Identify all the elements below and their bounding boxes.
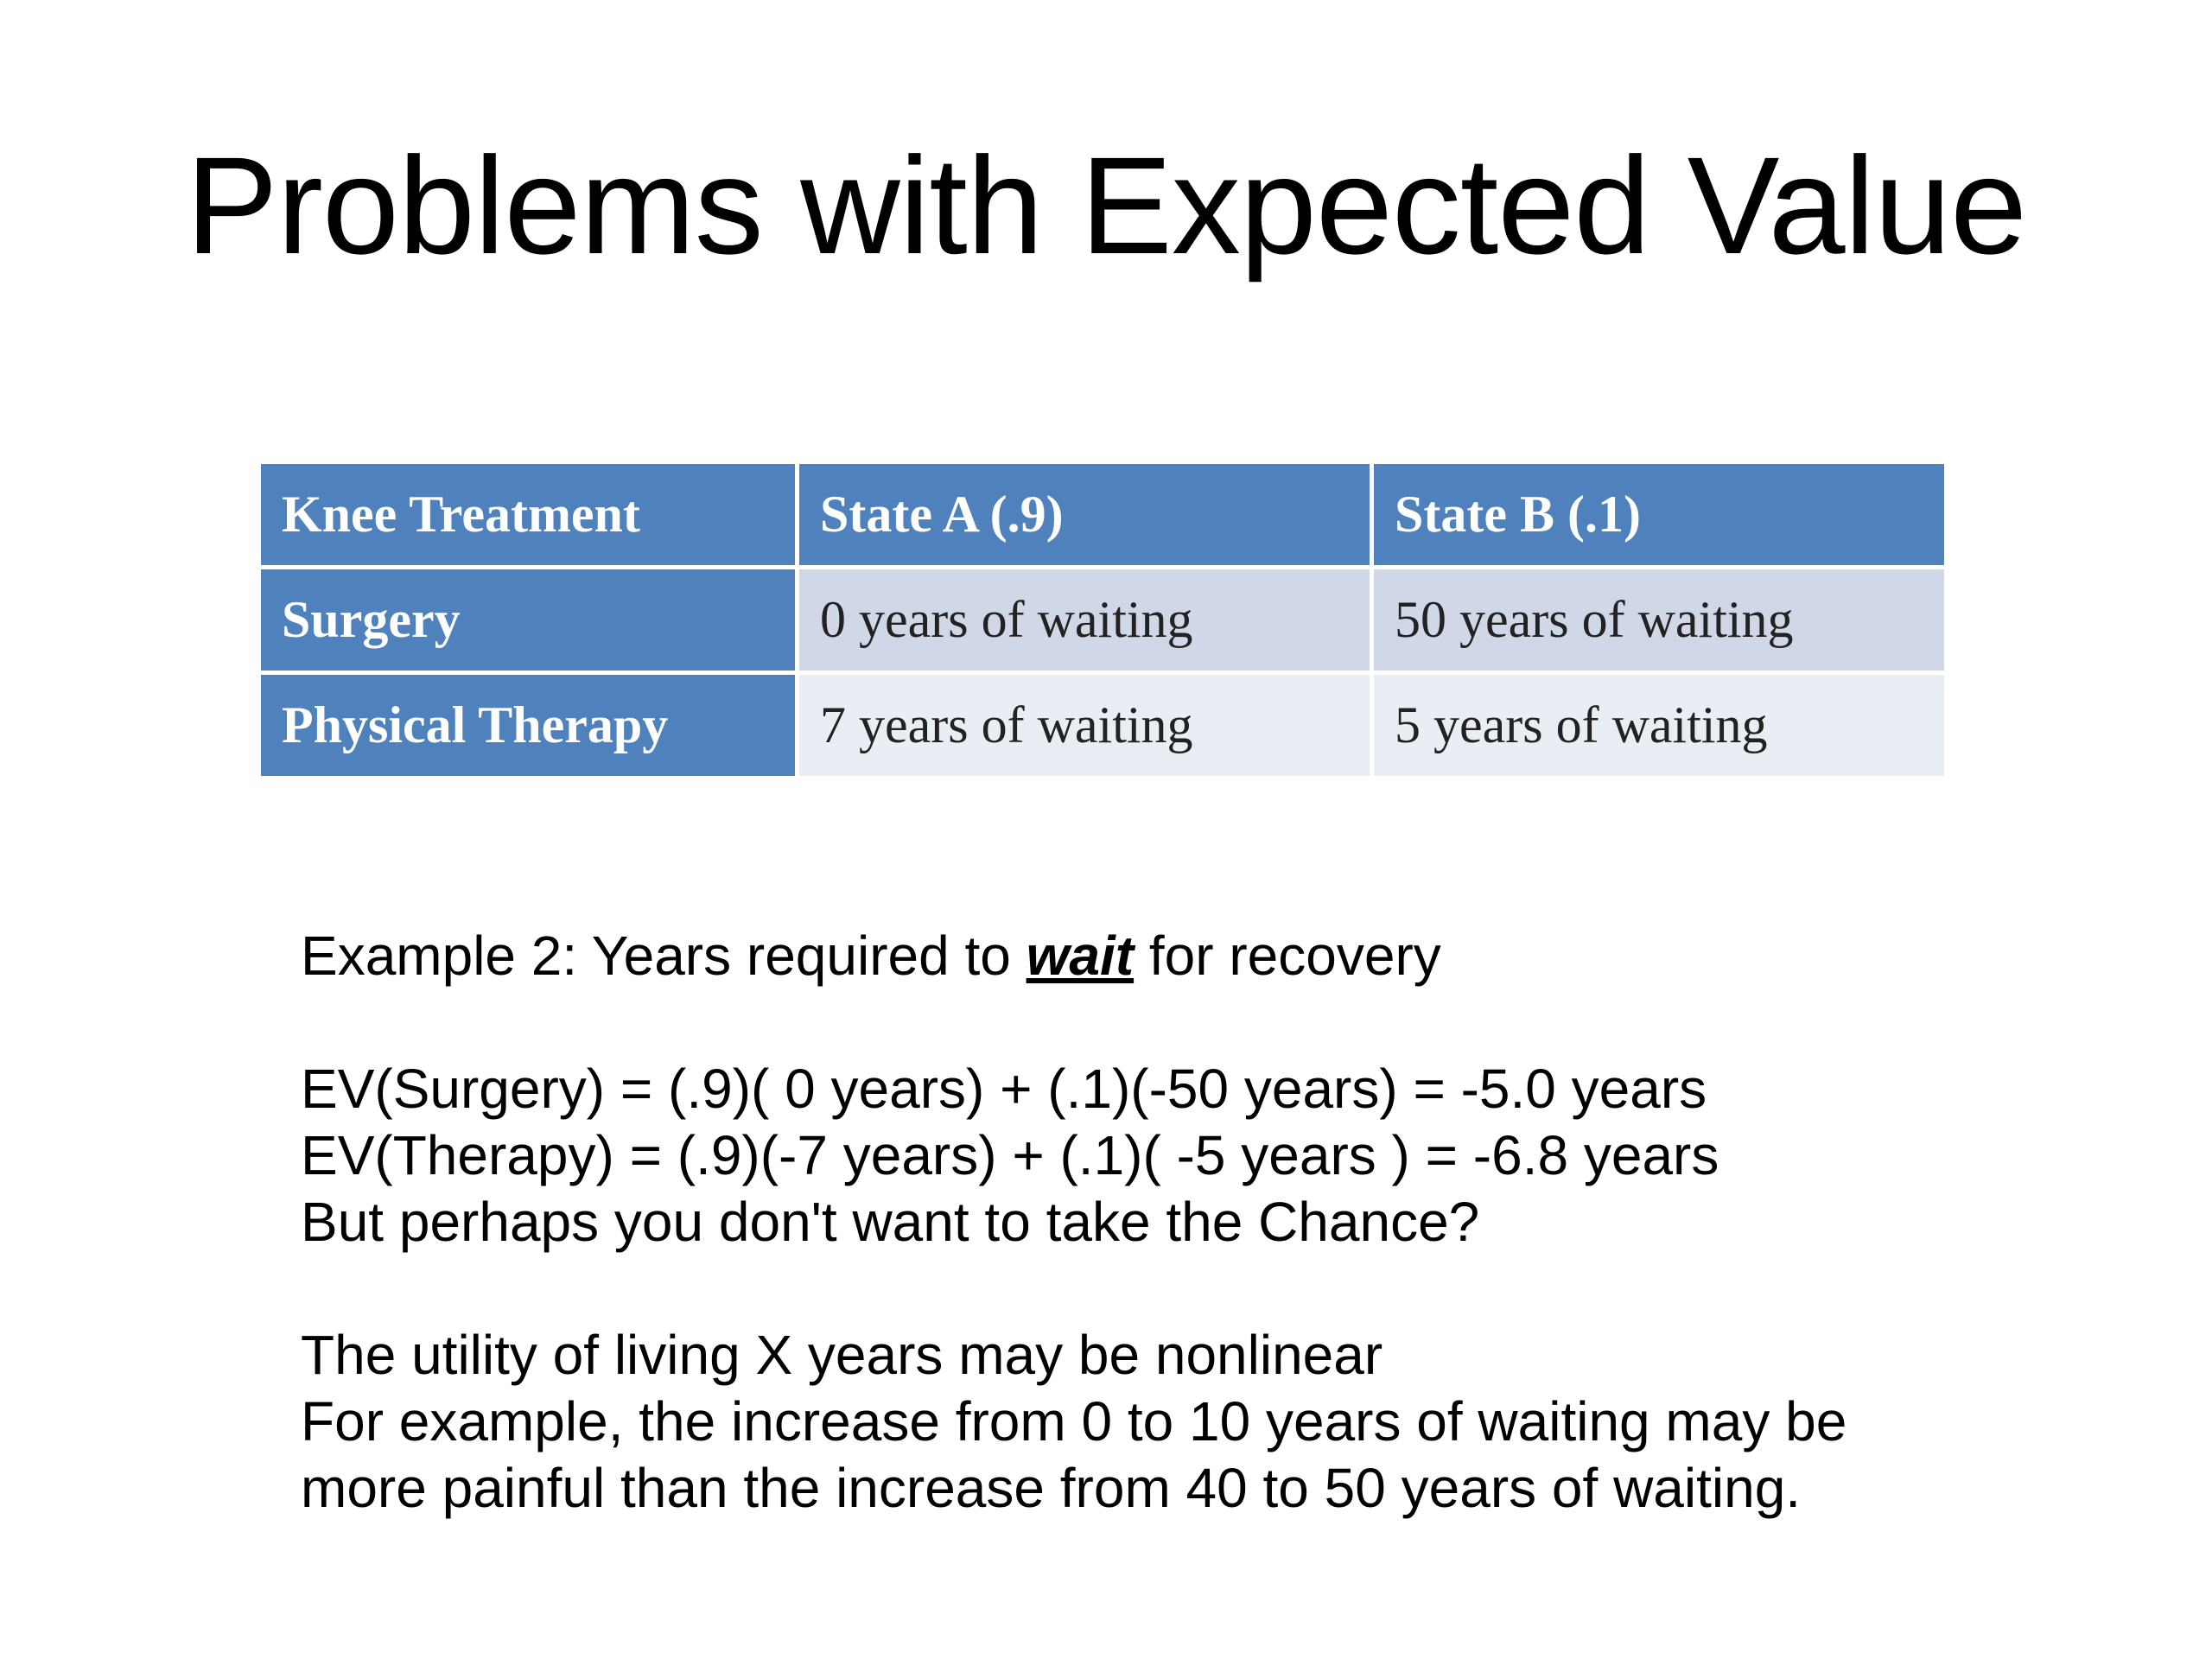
table-row: Surgery 0 years of waiting 50 years of w…	[261, 569, 1944, 671]
example-suffix: for recovery	[1134, 925, 1441, 987]
utility-line-1: The utility of living X years may be non…	[301, 1324, 1383, 1386]
ev-therapy-line: EV(Therapy) = (.9)(-7 years) + (.1)( -5 …	[301, 1124, 1719, 1186]
header-cell-state-b: State B (.1)	[1374, 464, 1944, 565]
example-prefix: Example 2: Years required to	[301, 925, 1027, 987]
table-header-row: Knee Treatment State A (.9) State B (.1)	[261, 464, 1944, 565]
cell-therapy-state-a: 7 years of waiting	[799, 675, 1370, 776]
example-emphasis: wait	[1026, 925, 1135, 987]
row-label-physical-therapy: Physical Therapy	[261, 675, 795, 776]
cell-surgery-state-a: 0 years of waiting	[799, 569, 1370, 671]
spacer	[301, 989, 2115, 1056]
cell-therapy-state-b: 5 years of waiting	[1374, 675, 1944, 776]
row-label-surgery: Surgery	[261, 569, 795, 671]
treatment-table: Knee Treatment State A (.9) State B (.1)…	[257, 460, 1948, 780]
utility-line-2: For example, the increase from 0 to 10 y…	[301, 1390, 1847, 1452]
body-text: Example 2: Years required to wait for re…	[301, 923, 2115, 1522]
ev-surgery-line: EV(Surgery) = (.9)( 0 years) + (.1)(-50 …	[301, 1058, 1707, 1120]
question-line: But perhaps you don't want to take the C…	[301, 1191, 1480, 1253]
example-line: Example 2: Years required to wait for re…	[301, 923, 2115, 989]
cell-surgery-state-b: 50 years of waiting	[1374, 569, 1944, 671]
spacer	[301, 1255, 2115, 1322]
utility-line-3: more painful than the increase from 40 t…	[301, 1457, 1802, 1519]
slide-title: Problems with Expected Value	[185, 128, 2027, 283]
header-cell-state-a: State A (.9)	[799, 464, 1370, 565]
table-row: Physical Therapy 7 years of waiting 5 ye…	[261, 675, 1944, 776]
header-cell-treatment: Knee Treatment	[261, 464, 795, 565]
